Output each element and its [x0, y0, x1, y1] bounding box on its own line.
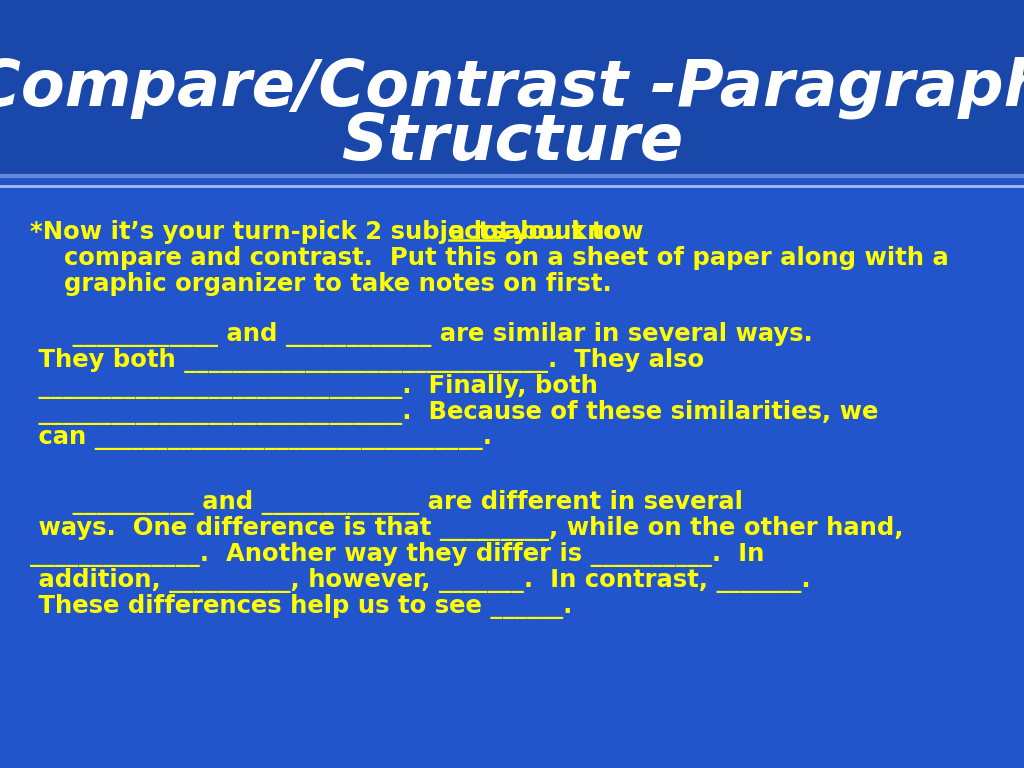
Text: ______________.  Another way they differ is __________.  In: ______________. Another way they differ …: [30, 542, 764, 567]
Text: __________ and _____________ are different in several: __________ and _____________ are differe…: [30, 490, 742, 515]
Text: ways.  One difference is that _________, while on the other hand,: ways. One difference is that _________, …: [30, 516, 903, 541]
Text: Structure: Structure: [341, 111, 683, 173]
Text: ____________ and ____________ are similar in several ways.: ____________ and ____________ are simila…: [30, 322, 813, 347]
Text: about to: about to: [504, 220, 621, 244]
Text: compare and contrast.  Put this on a sheet of paper along with a: compare and contrast. Put this on a shee…: [30, 246, 949, 270]
Text: addition, __________, however, _______.  In contrast, _______.: addition, __________, however, _______. …: [30, 568, 811, 593]
Text: These differences help us to see ______.: These differences help us to see ______.: [30, 594, 572, 619]
Text: ______________________________.  Because of these similarities, we: ______________________________. Because …: [30, 400, 879, 425]
FancyBboxPatch shape: [0, 0, 1024, 176]
Text: a lot: a lot: [449, 220, 518, 244]
Text: ______________________________.  Finally, both: ______________________________. Finally,…: [30, 374, 598, 399]
FancyBboxPatch shape: [0, 176, 1024, 768]
Text: They both ______________________________.  They also: They both ______________________________…: [30, 348, 705, 373]
Text: *Now it’s your turn-pick 2 subjects you know: *Now it’s your turn-pick 2 subjects you …: [30, 220, 652, 244]
Text: graphic organizer to take notes on first.: graphic organizer to take notes on first…: [30, 272, 611, 296]
Text: Compare/Contrast -Paragraph: Compare/Contrast -Paragraph: [0, 57, 1024, 119]
Text: can ________________________________.: can ________________________________.: [30, 426, 492, 450]
